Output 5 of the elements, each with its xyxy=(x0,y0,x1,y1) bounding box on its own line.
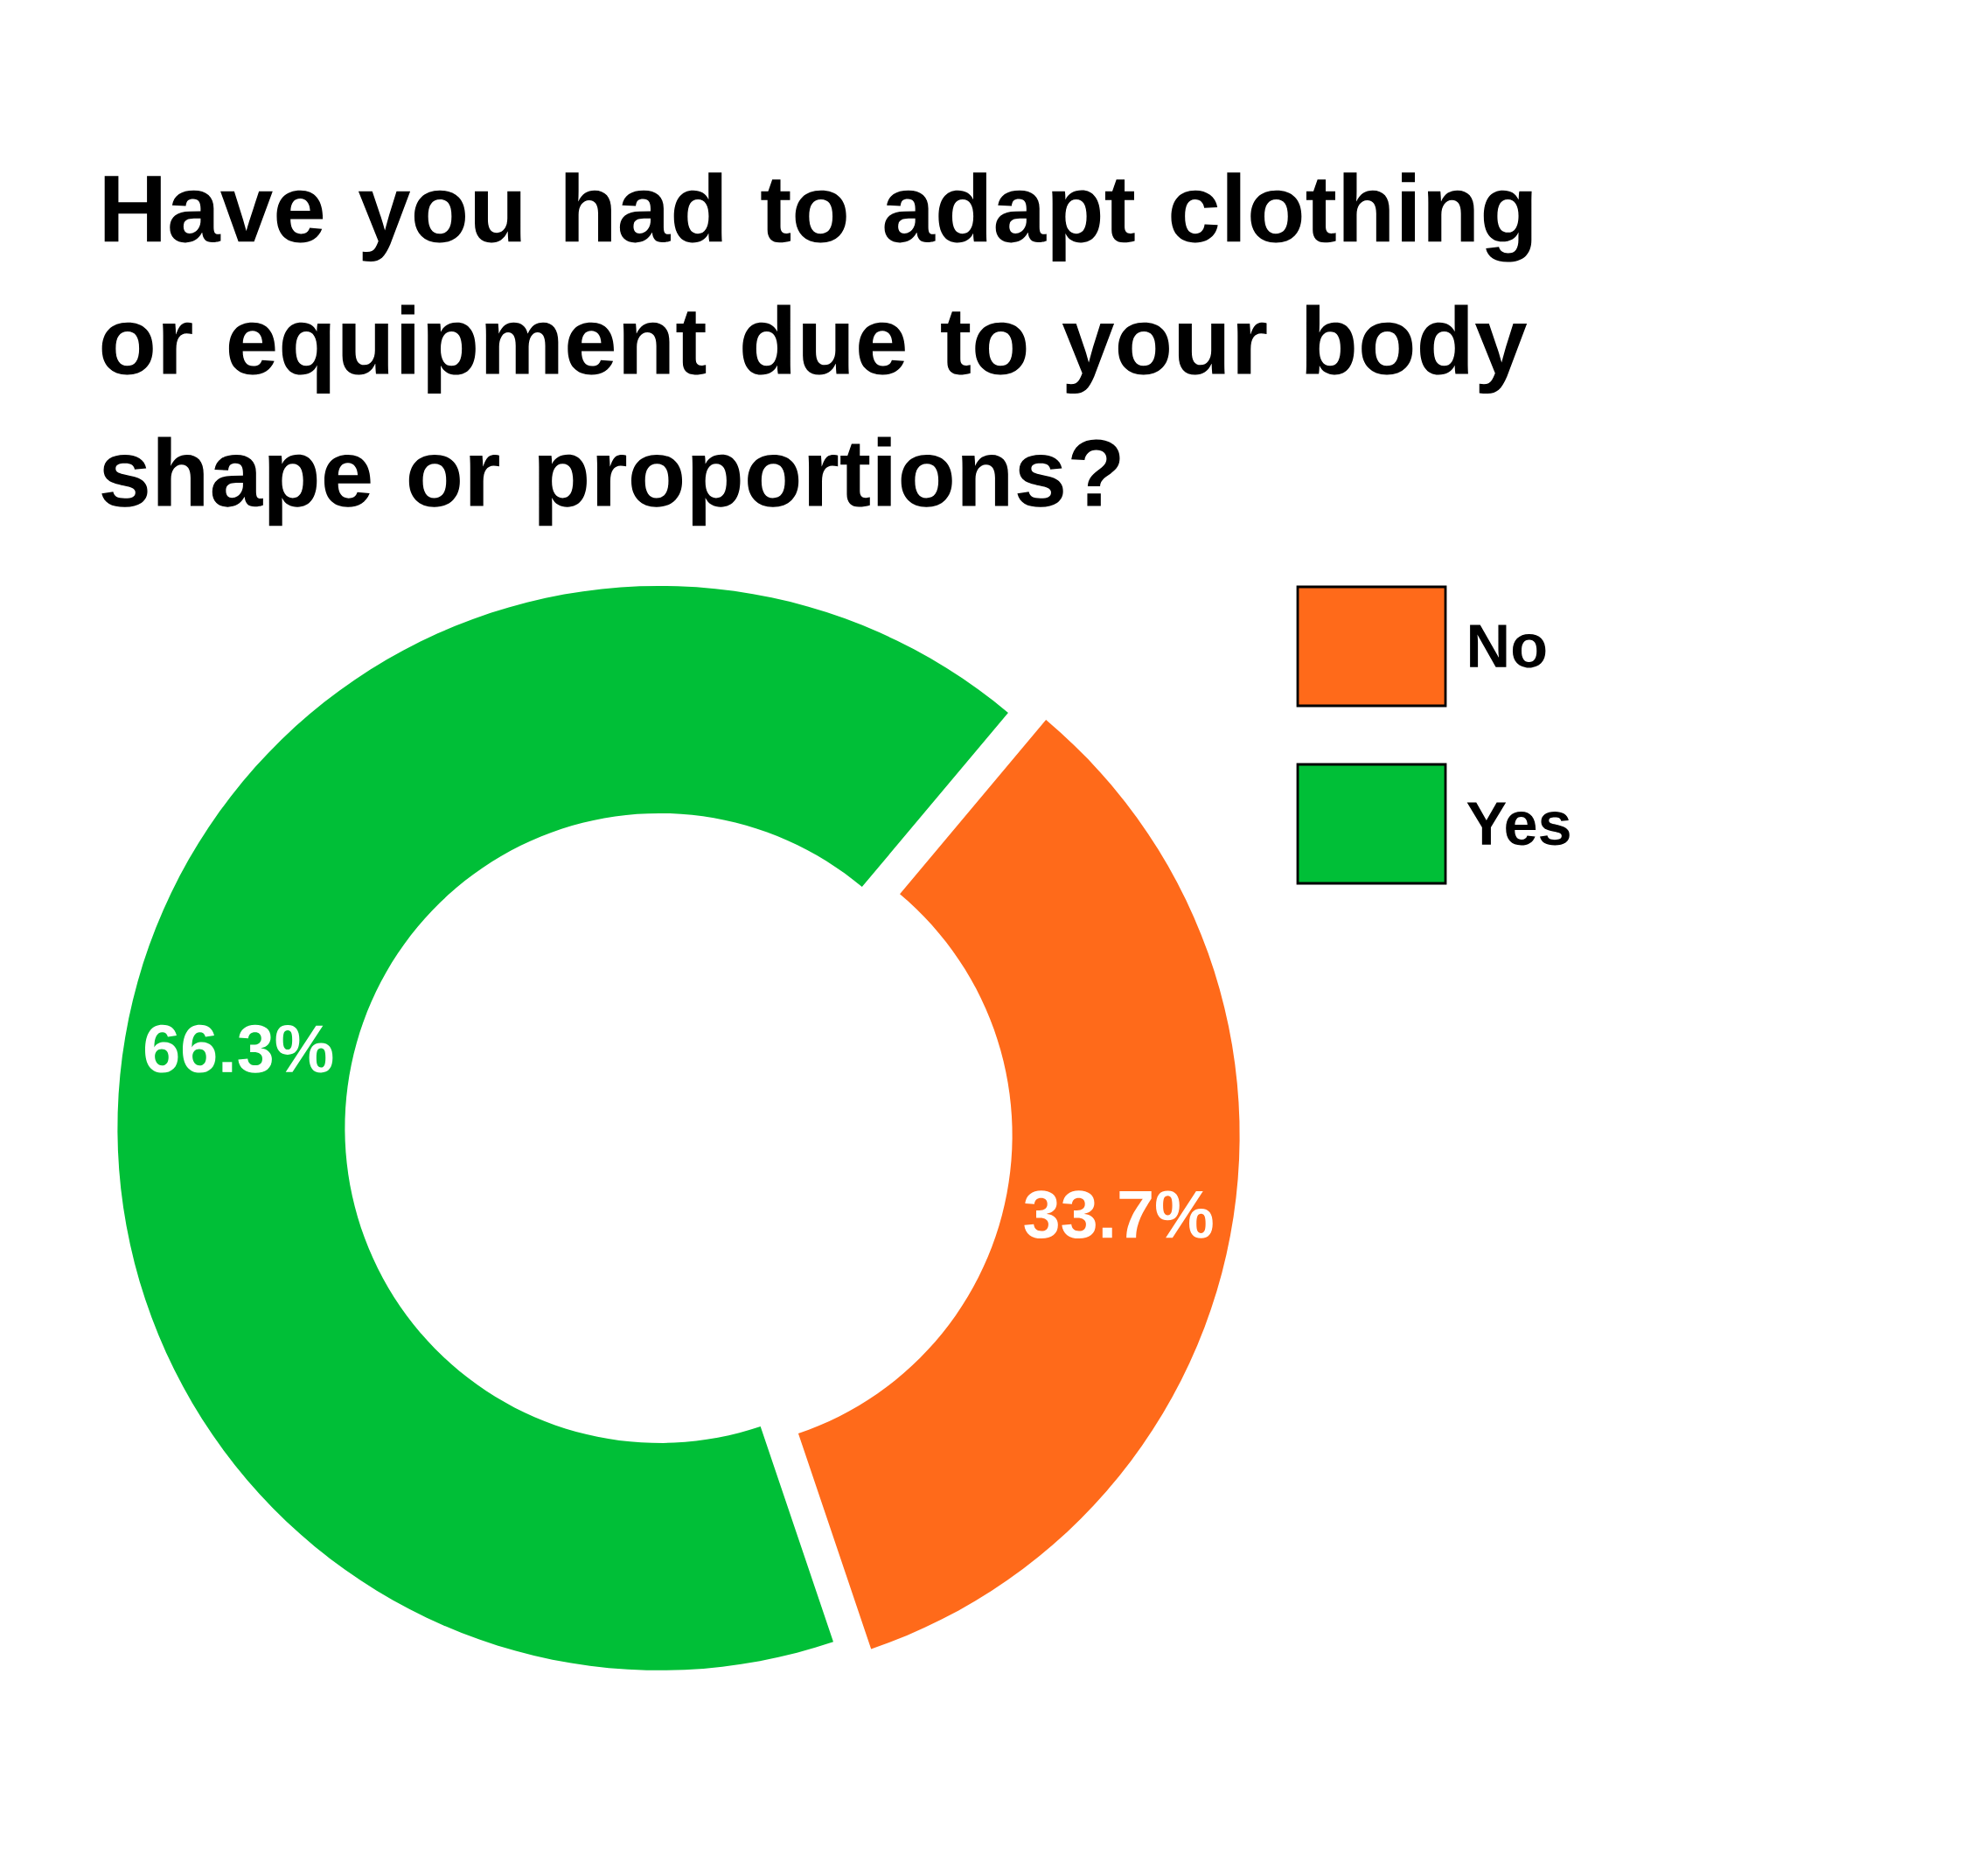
data-label: 66.3% xyxy=(145,1024,333,1073)
chart-title: Have you had to adapt clothing or equipment due to your body shape or proportions? xyxy=(101,172,1532,527)
data-label: 33.7% xyxy=(1024,1190,1213,1239)
legend-label: Yes xyxy=(1466,802,1570,846)
legend-label: No xyxy=(1470,624,1546,668)
